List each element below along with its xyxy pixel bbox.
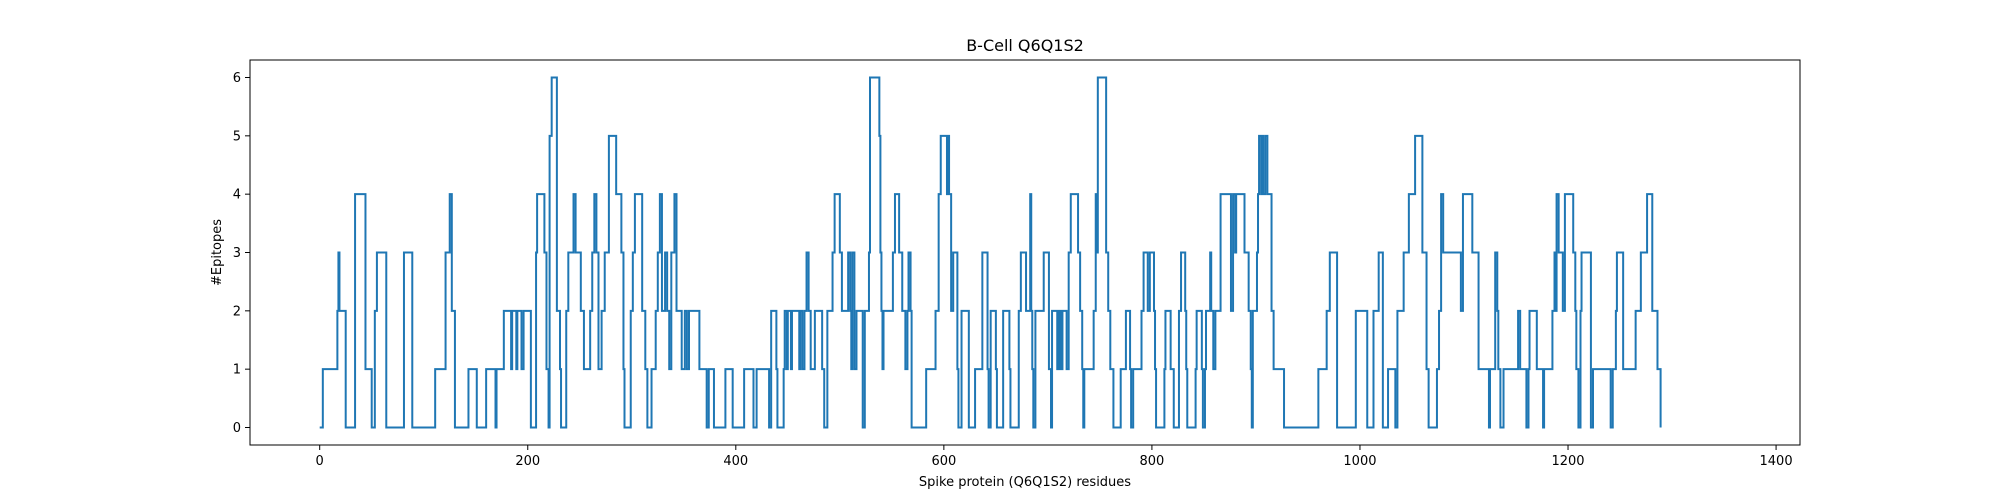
y-tick-label: 2 — [233, 304, 241, 319]
x-tick-label: 600 — [931, 454, 956, 469]
chart-title: B-Cell Q6Q1S2 — [966, 36, 1084, 55]
y-tick-label: 6 — [233, 71, 241, 86]
y-tick-label: 0 — [233, 421, 241, 436]
series-line-0 — [319, 76, 1662, 429]
x-tick-label: 0 — [316, 454, 324, 469]
x-tick-label: 1000 — [1343, 454, 1376, 469]
x-axis-label: Spike protein (Q6Q1S2) residues — [919, 475, 1131, 490]
x-tick-label: 1400 — [1760, 454, 1793, 469]
x-tick-label: 200 — [515, 454, 540, 469]
y-tick-label: 1 — [233, 363, 241, 378]
y-tick-label: 5 — [233, 129, 241, 144]
y-axis: 0 1 2 3 4 5 6 — [233, 71, 250, 436]
series-layer — [319, 76, 1662, 429]
x-tick-label: 800 — [1139, 454, 1164, 469]
y-tick-label: 4 — [233, 188, 241, 203]
plot-area: 0 200 400 600 800 1000 1200 1400 0 1 2 3 4 5 6 — [233, 59, 1801, 469]
y-axis-label: #Epitopes — [210, 219, 225, 286]
x-tick-label: 400 — [723, 454, 748, 469]
x-tick-label: 1200 — [1551, 454, 1584, 469]
y-tick-label: 3 — [233, 246, 241, 261]
x-axis: 0 200 400 600 800 1000 1200 1400 — [316, 445, 1793, 469]
plot-frame — [249, 59, 1801, 446]
